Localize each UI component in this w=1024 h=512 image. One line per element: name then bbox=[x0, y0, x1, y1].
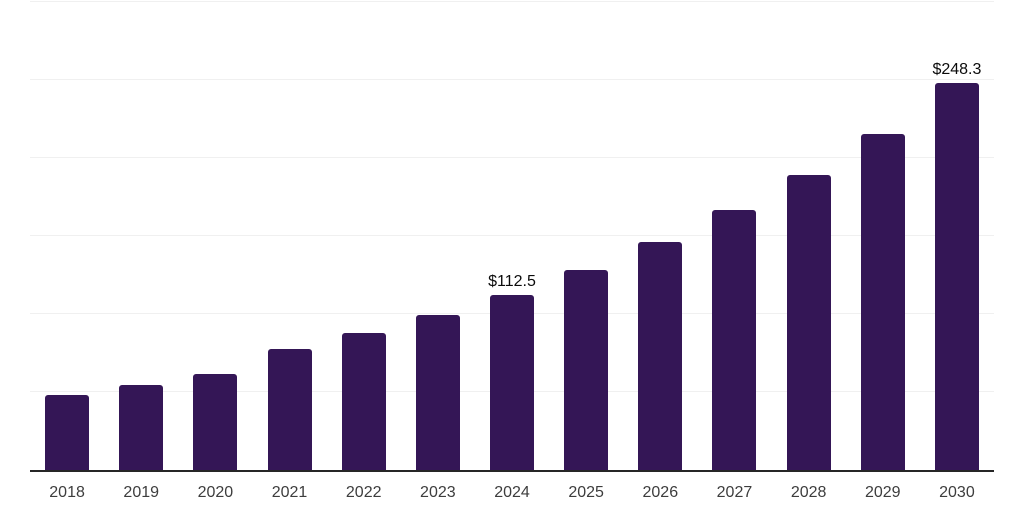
bar-2021[interactable] bbox=[267, 349, 312, 470]
x-tick-2022: 2022 bbox=[345, 484, 382, 501]
x-tick-2025: 2025 bbox=[568, 484, 604, 501]
x-tick-2029: 2029 bbox=[864, 484, 901, 501]
x-tick-2018: 2018 bbox=[49, 484, 85, 501]
bar-value-label-2030: $248.3 bbox=[932, 60, 982, 78]
gridline bbox=[30, 235, 994, 236]
bar-2030[interactable] bbox=[934, 82, 979, 470]
bar-2018[interactable] bbox=[45, 394, 90, 470]
x-tick-2021: 2021 bbox=[271, 484, 308, 501]
bar-2022[interactable] bbox=[341, 332, 386, 470]
gridline bbox=[30, 157, 994, 158]
x-tick-2028: 2028 bbox=[790, 484, 827, 501]
x-tick-2019: 2019 bbox=[123, 484, 160, 501]
bar-2028[interactable] bbox=[786, 175, 831, 470]
bar-2019[interactable] bbox=[119, 384, 164, 470]
x-tick-2023: 2023 bbox=[420, 484, 456, 501]
gridline bbox=[30, 79, 994, 80]
x-tick-2030: 2030 bbox=[939, 484, 975, 501]
bar-2025[interactable] bbox=[564, 269, 609, 470]
bar-2029[interactable] bbox=[860, 133, 905, 470]
x-tick-2027: 2027 bbox=[716, 484, 753, 501]
bar-2026[interactable] bbox=[638, 242, 683, 470]
bar-2020[interactable] bbox=[193, 374, 238, 470]
x-tick-2026: 2026 bbox=[642, 484, 679, 501]
x-tick-2020: 2020 bbox=[197, 484, 234, 501]
bar-2027[interactable] bbox=[712, 210, 757, 470]
bar-2023[interactable] bbox=[415, 314, 460, 470]
plot-area: $112.5 $248.3 bbox=[30, 1, 994, 472]
gridline bbox=[30, 1, 994, 2]
bar-value-label-2024: $112.5 bbox=[488, 272, 536, 290]
x-tick-2024: 2024 bbox=[494, 484, 530, 501]
x-axis: 2018 2019 2020 2021 2022 2023 2024 2025 2026 2027… bbox=[30, 472, 994, 512]
bar-2024[interactable] bbox=[490, 294, 534, 470]
